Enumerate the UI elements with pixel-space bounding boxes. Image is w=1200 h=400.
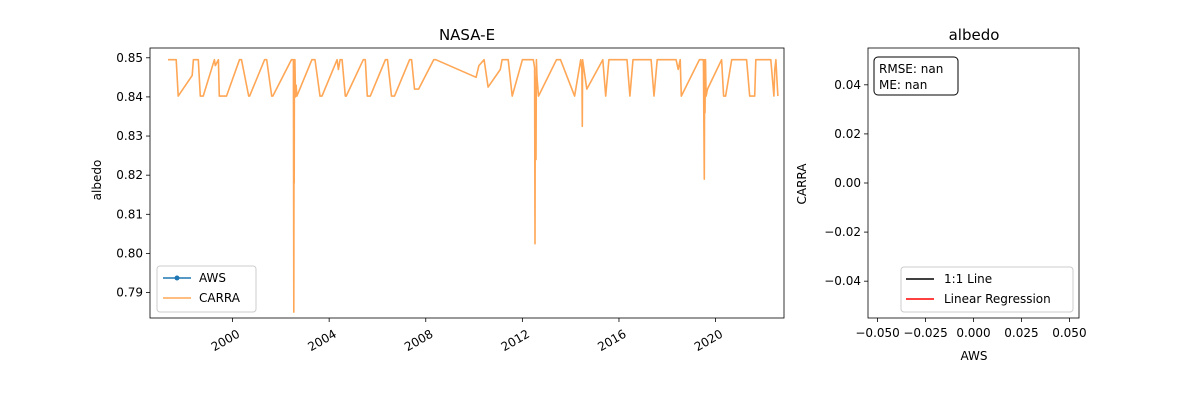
scatter-legend: 1:1 Line Linear Regression	[900, 266, 1074, 313]
scatter-y-tick-label: −0.02	[824, 225, 861, 239]
scatter-y-tick-label: 0.04	[834, 78, 861, 92]
timeseries-y-ticks: 0.79 0.80 0.81 0.82 0.83 0.84 0.85	[116, 51, 150, 300]
me-text: ME: nan	[879, 78, 927, 92]
stats-box: RMSE: nan ME: nan	[873, 56, 959, 96]
scatter-plot-frame	[867, 47, 1080, 319]
timeseries-y-tick-label: 0.79	[116, 286, 143, 300]
timeseries-y-tick-label: 0.83	[116, 129, 143, 143]
timeseries-y-tick-label: 0.80	[116, 246, 143, 260]
legend-one-to-one-label: 1:1 Line	[944, 272, 992, 286]
scatter-x-tick-label: 0.000	[956, 326, 990, 340]
scatter-panel: albedo CARRA AWS −0.04−0.020.000.020.04 …	[795, 26, 1087, 363]
timeseries-plot-frame	[149, 47, 785, 319]
legend-aws-label: AWS	[199, 271, 226, 285]
scatter-x-ticks: −0.050 −0.025 0.000 0.025 0.050	[855, 318, 1087, 340]
scatter-y-ticks: −0.04 −0.02 0.00 0.02 0.04	[824, 78, 868, 288]
scatter-y-tick-label: 0.02	[834, 127, 861, 141]
timeseries-y-tick-label: 0.84	[116, 90, 143, 104]
scatter-x-axis-label: AWS	[960, 349, 987, 363]
scatter-y-tick-label: 0.00	[834, 176, 861, 190]
scatter-title: albedo	[949, 26, 1000, 44]
scatter-x-tick-label: 0.050	[1052, 326, 1086, 340]
legend-carra-label: CARRA	[199, 291, 241, 305]
scatter-y-tick-label: −0.04	[824, 274, 861, 288]
carra-series-line	[168, 58, 779, 313]
legend-regression-label: Linear Regression	[944, 292, 1051, 306]
timeseries-panel: NASA-E albedo 0.790.800.810.820.830.840.…	[90, 26, 785, 354]
stats-box-frame	[873, 56, 959, 96]
rmse-text: RMSE: nan	[879, 62, 943, 76]
timeseries-y-tick-label: 0.81	[116, 207, 143, 221]
timeseries-y-axis-label: albedo	[90, 160, 104, 201]
scatter-x-tick-label: −0.050	[855, 326, 899, 340]
scatter-x-tick-label: 0.025	[1004, 326, 1038, 340]
timeseries-title: NASA-E	[439, 26, 495, 44]
timeseries-legend: AWS CARRA	[156, 265, 257, 313]
scatter-x-tick-label: −0.025	[903, 326, 947, 340]
timeseries-y-tick-label: 0.85	[116, 51, 143, 65]
timeseries-y-tick-label: 0.82	[116, 168, 143, 182]
scatter-y-axis-label: CARRA	[795, 163, 809, 205]
scatter-legend-box	[900, 266, 1074, 313]
legend-aws-marker	[174, 275, 180, 281]
